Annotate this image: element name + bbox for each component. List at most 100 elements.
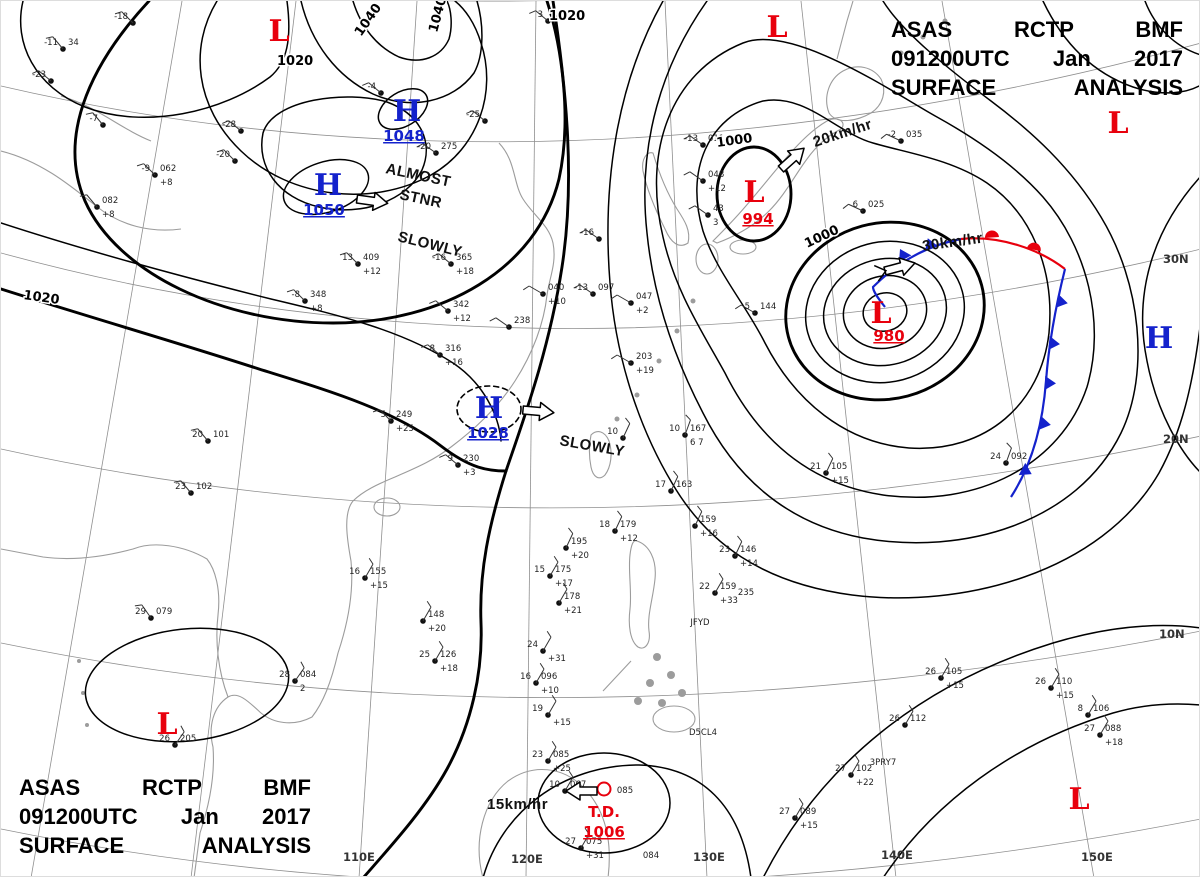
station-plot: 159+16 <box>692 505 718 539</box>
luzon-island <box>628 540 656 649</box>
station-plot: 5 249 +25 <box>372 409 414 434</box>
station-tendency: +12 <box>363 267 381 277</box>
wind-barb <box>535 668 545 684</box>
station-plot: 23 085 +25 <box>532 741 571 774</box>
station-pressure: 175 <box>555 565 571 575</box>
station-pressure: 230 <box>463 454 479 464</box>
wind-barb-tick <box>573 284 581 289</box>
station-pressure: 167 <box>690 424 706 434</box>
station-plot: 13 409 +12 <box>339 252 381 277</box>
wind-barb <box>825 458 834 474</box>
station-tendency: +19 <box>636 366 654 376</box>
station-tendency: +15 <box>946 681 964 691</box>
lat-label: 10N <box>1159 627 1185 641</box>
wind-barb-tick <box>546 631 552 638</box>
wind-barb <box>848 203 864 212</box>
station-tendency: +15 <box>1056 691 1074 701</box>
isobar-1000 <box>784 220 986 402</box>
arrow-shape <box>521 401 555 422</box>
center-pressure-value: 980 <box>873 327 904 345</box>
wind-barb-tick <box>466 110 473 114</box>
isobar <box>377 87 429 131</box>
wind-barb-tick <box>173 480 181 483</box>
station-pressure: 159 <box>720 582 736 592</box>
center-pressure-value: 994 <box>742 210 773 228</box>
station-temp: -8 <box>292 290 300 300</box>
movement-arrow <box>565 781 598 801</box>
station-plot: 26 110 +15 <box>1035 668 1074 701</box>
isobar-1016 <box>607 1 1199 599</box>
isobar-1040 <box>300 1 483 104</box>
station-temp: 9 <box>448 454 453 464</box>
wind-barb-tick <box>842 203 849 209</box>
station-pressure: 089 <box>800 807 816 817</box>
wind-barb <box>228 120 242 132</box>
station-pressure: 348 <box>310 290 326 300</box>
station-plot: 18 179 +12 <box>599 510 638 544</box>
wind-barb <box>689 171 704 182</box>
station-temp: 6 <box>853 200 858 210</box>
center-symbol: H <box>475 391 503 426</box>
lat-label: 20N <box>1163 432 1189 446</box>
station-code: 3PRY7 <box>870 758 897 768</box>
station-pressure: 062 <box>160 164 176 174</box>
station-temp: -20 <box>417 142 431 152</box>
center-symbol: L <box>156 707 177 742</box>
station-pressure: 106 <box>1093 704 1109 714</box>
station-temp: 3 <box>538 10 543 20</box>
station-temp: -28 <box>222 120 236 130</box>
station-plot: 5 144 <box>735 302 776 316</box>
station-tendency: +25 <box>553 764 571 774</box>
station-temp: 16 <box>349 567 360 577</box>
isobar <box>261 96 427 211</box>
station-plot: 148+20 <box>420 601 446 634</box>
station-pressure: 238 <box>514 316 530 326</box>
station-pressure: 075 <box>586 837 602 847</box>
korea-peninsula <box>642 152 690 246</box>
low-center: L <box>268 14 289 49</box>
station-pressure: 195 <box>571 537 587 547</box>
station-plot: 084 <box>643 851 659 861</box>
wind-barb <box>180 480 192 494</box>
river <box>60 95 152 142</box>
isobar-1020 <box>73 1 567 325</box>
wind-barb <box>542 636 552 652</box>
mindanao-island <box>652 705 696 733</box>
station-pressure: 178 <box>564 592 580 602</box>
wind-barb <box>585 229 600 240</box>
station-plot: 085 <box>617 786 633 796</box>
station-temp: 13 <box>342 253 353 263</box>
wind-barb <box>614 516 623 532</box>
low-center: L <box>1068 782 1089 817</box>
isobar <box>482 764 752 876</box>
station-plot: 27 075 +31 <box>565 828 604 861</box>
station-plot: 27 102 +22 <box>835 755 874 788</box>
station-code: 085 <box>617 786 633 796</box>
station-temp: 23 <box>175 482 186 492</box>
china-coast <box>193 142 555 876</box>
ryukyu-island <box>614 416 620 422</box>
high-center: H <box>1145 321 1173 356</box>
andaman-island <box>77 659 81 663</box>
isobar-1012 <box>644 1 1139 544</box>
center-symbol: L <box>268 14 289 49</box>
station-tendency: +12 <box>620 534 638 544</box>
isobar <box>1 222 502 442</box>
wind-barb-tick <box>944 658 950 665</box>
station-temp: -11 <box>44 38 58 48</box>
wind-barb <box>580 833 590 849</box>
andaman-island <box>81 691 85 695</box>
station-plot: 3 <box>529 10 551 24</box>
station-plot: -16 <box>579 228 602 242</box>
station-plot: -13 011 <box>683 134 724 148</box>
station-temp: 23 <box>532 750 543 760</box>
station-plot: 16 155 +15 <box>349 558 388 591</box>
lon-label: 110E <box>343 850 375 864</box>
station-plot: 047+2 <box>611 292 652 316</box>
station-pressure: 159 <box>700 515 716 525</box>
station-tendency: +15 <box>831 476 849 486</box>
station-pressure: 047 <box>636 292 652 302</box>
philippine-island <box>678 689 686 697</box>
wind-barb <box>549 561 559 577</box>
